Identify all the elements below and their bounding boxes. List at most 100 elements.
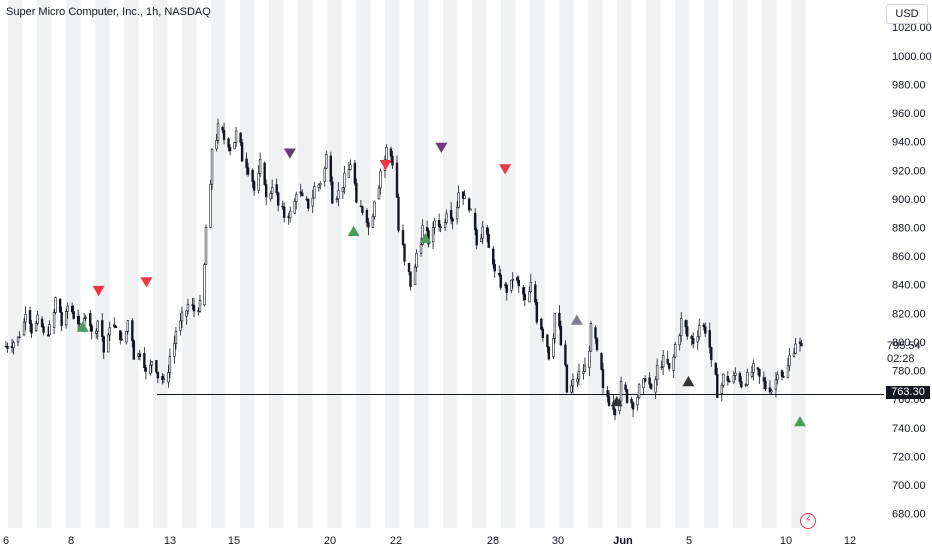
candle-body xyxy=(46,334,50,336)
candle-body xyxy=(744,384,748,386)
candle-body xyxy=(782,376,785,378)
candle-body xyxy=(84,317,87,319)
candle-body xyxy=(281,205,284,208)
session-band xyxy=(617,0,632,528)
candle-body xyxy=(698,325,701,338)
level-label: 763.30 xyxy=(886,386,930,399)
candle-body xyxy=(192,305,196,312)
session-band xyxy=(182,0,197,528)
candle-body xyxy=(144,367,148,372)
buy-signal xyxy=(76,321,89,332)
countdown: 02:28 xyxy=(887,353,915,365)
candle-body xyxy=(40,318,44,327)
candle-body xyxy=(540,318,543,330)
candle-body xyxy=(461,191,465,199)
candle-body xyxy=(307,198,310,209)
y-tick-label: 860.00 xyxy=(892,251,926,263)
sell-signal xyxy=(283,148,296,159)
candle-body xyxy=(389,148,393,157)
candle-body xyxy=(102,336,105,353)
buy-signal xyxy=(347,225,360,236)
candle-body xyxy=(264,184,268,198)
price-axis-bg xyxy=(884,0,932,550)
candle-body xyxy=(198,300,202,312)
candle-body xyxy=(499,274,502,288)
candle-body xyxy=(654,379,657,393)
candle-body xyxy=(96,320,99,332)
candle-body xyxy=(52,312,56,328)
candle-body xyxy=(680,318,683,337)
candle-body xyxy=(239,132,242,143)
candle-body xyxy=(203,264,206,306)
y-tick-label: 1020.00 xyxy=(892,22,932,34)
candle-body xyxy=(467,198,471,211)
candle-body xyxy=(726,376,730,382)
candle-body xyxy=(409,271,412,287)
candle-body xyxy=(143,353,146,368)
candle-body xyxy=(720,384,724,394)
candle-body xyxy=(138,353,142,358)
buy-signal xyxy=(794,416,806,427)
x-tick-label: Jun xyxy=(613,535,633,547)
candle-body xyxy=(252,181,256,191)
candle-body xyxy=(672,356,675,371)
flash-icon[interactable]: ⚡ xyxy=(800,513,816,529)
candle-body xyxy=(258,158,262,174)
candle-body xyxy=(78,323,81,325)
candle-body xyxy=(379,170,382,189)
candle-body xyxy=(204,226,208,265)
candle-body xyxy=(216,123,220,141)
sell-signal xyxy=(92,285,105,297)
candle-body xyxy=(167,372,170,383)
candle-body xyxy=(173,343,176,357)
candle-body xyxy=(534,284,537,303)
y-tick-label: 920.00 xyxy=(892,165,926,177)
candle-body xyxy=(722,373,725,386)
candle-body xyxy=(30,323,33,334)
candle-body xyxy=(486,227,489,235)
candle-body xyxy=(16,336,20,343)
x-tick-label: 28 xyxy=(487,535,499,547)
session-band xyxy=(298,0,313,528)
candle-body xyxy=(768,387,772,393)
candle-body xyxy=(295,194,298,202)
candle-body xyxy=(463,195,466,199)
candle-body xyxy=(794,343,797,354)
currency-button[interactable]: USD xyxy=(886,4,928,24)
candle-body xyxy=(395,162,399,198)
candle-body xyxy=(301,192,304,197)
candle-body xyxy=(385,147,388,161)
candle-body xyxy=(113,324,116,327)
candle-body xyxy=(283,206,286,218)
session-band xyxy=(66,0,81,528)
candle-body xyxy=(341,187,345,193)
candle-body xyxy=(475,229,478,246)
candle-body xyxy=(343,172,346,188)
session-band xyxy=(356,0,371,528)
candle-body xyxy=(625,389,629,403)
candle-body xyxy=(619,381,623,402)
candle-body xyxy=(377,187,381,200)
last-price: 795.54 xyxy=(887,340,921,352)
candle-body xyxy=(588,350,591,369)
session-band xyxy=(443,0,458,528)
candle-body xyxy=(473,212,477,231)
candle-body xyxy=(788,354,791,367)
candle-body xyxy=(89,313,92,327)
session-band xyxy=(327,0,342,528)
candle-body xyxy=(233,142,236,150)
candle-body xyxy=(168,355,172,373)
candle-body xyxy=(186,303,190,312)
buy-signal xyxy=(570,314,583,325)
candle-body xyxy=(692,338,695,345)
candle-body xyxy=(101,320,104,337)
candle-body xyxy=(72,311,75,319)
candle-body xyxy=(774,379,778,390)
candle-body xyxy=(401,230,405,245)
candle-body xyxy=(510,279,513,291)
candle-body xyxy=(319,183,322,186)
candle-body xyxy=(325,154,328,169)
candle-body xyxy=(222,129,226,140)
